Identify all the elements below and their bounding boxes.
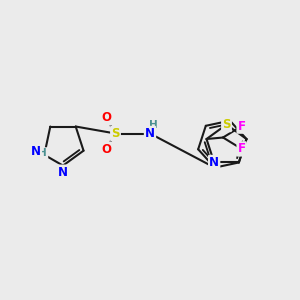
Text: S: S: [222, 118, 231, 131]
Text: H: H: [38, 148, 47, 158]
Text: N: N: [145, 127, 155, 140]
Text: F: F: [238, 120, 246, 133]
Text: N: N: [31, 145, 41, 158]
Text: S: S: [111, 127, 120, 140]
Text: N: N: [58, 166, 68, 179]
Text: O: O: [101, 142, 111, 156]
Text: O: O: [101, 111, 111, 124]
Text: F: F: [238, 142, 246, 155]
Text: N: N: [209, 156, 219, 169]
Text: H: H: [149, 120, 158, 130]
